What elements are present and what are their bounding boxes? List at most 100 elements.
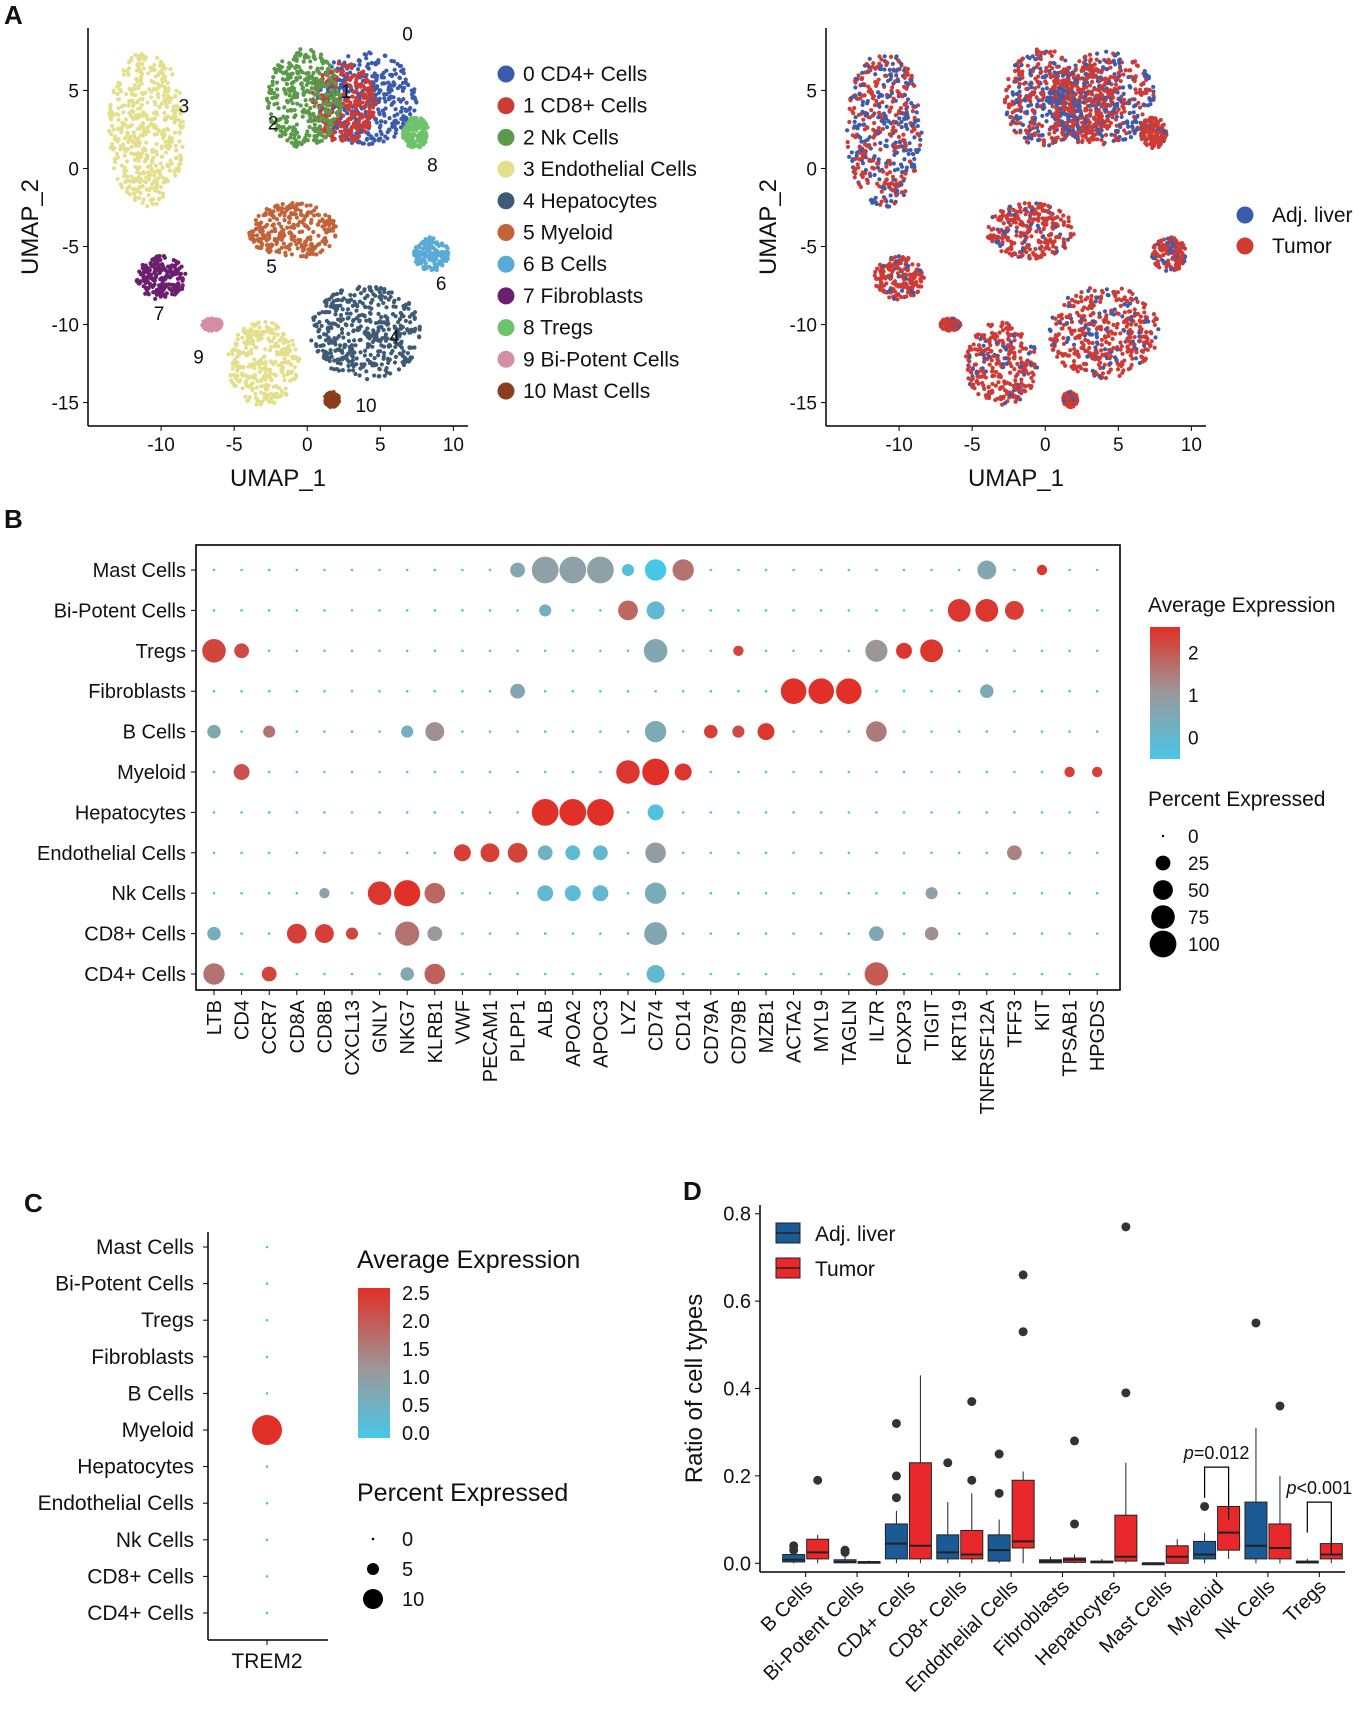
umap-point bbox=[1028, 99, 1033, 104]
umap-point bbox=[345, 105, 350, 110]
umap-point bbox=[323, 394, 328, 399]
umap-point bbox=[290, 101, 295, 106]
umap-point bbox=[128, 113, 133, 118]
umap-point bbox=[871, 166, 877, 171]
umap-point bbox=[899, 61, 904, 66]
umap-point bbox=[291, 125, 296, 130]
umap-point bbox=[878, 202, 883, 207]
umap-point bbox=[1047, 71, 1053, 76]
x-tick-label: 0 bbox=[302, 435, 313, 456]
umap-point bbox=[317, 319, 322, 325]
umap-point bbox=[123, 117, 128, 122]
umap-point bbox=[261, 361, 266, 366]
umap-point bbox=[160, 285, 165, 290]
umap-point bbox=[1109, 91, 1114, 96]
umap-point bbox=[363, 79, 368, 85]
umap-point bbox=[176, 281, 181, 286]
umap-point bbox=[1104, 49, 1109, 54]
umap-point bbox=[313, 128, 318, 134]
umap-point bbox=[852, 124, 857, 129]
umap-point bbox=[1067, 97, 1072, 102]
umap-point bbox=[151, 257, 156, 262]
umap-point bbox=[285, 108, 290, 113]
umap-point bbox=[314, 344, 319, 349]
umap-point bbox=[173, 289, 178, 294]
umap-point bbox=[894, 145, 899, 150]
umap-point bbox=[881, 82, 886, 88]
umap-point bbox=[309, 86, 314, 91]
umap-point bbox=[287, 220, 292, 225]
umap-point bbox=[338, 116, 343, 121]
umap-point bbox=[346, 89, 351, 94]
umap-point bbox=[369, 333, 375, 338]
umap-point bbox=[275, 206, 280, 211]
umap-point bbox=[252, 332, 257, 337]
umap-point bbox=[1101, 65, 1106, 70]
umap-point bbox=[1088, 108, 1093, 113]
umap-point bbox=[1092, 68, 1098, 73]
umap-point bbox=[903, 143, 908, 148]
umap-point bbox=[849, 95, 854, 100]
umap-point bbox=[262, 383, 267, 388]
umap-point bbox=[357, 62, 362, 67]
umap-point bbox=[368, 81, 373, 86]
umap-point bbox=[356, 140, 361, 145]
umap-point bbox=[160, 154, 165, 159]
umap-point bbox=[112, 134, 118, 139]
umap-point bbox=[333, 312, 338, 317]
umap-point bbox=[357, 83, 362, 88]
umap-point bbox=[402, 331, 407, 336]
umap-point bbox=[292, 142, 297, 147]
umap-point bbox=[310, 118, 315, 123]
umap-point bbox=[326, 341, 332, 346]
umap-point bbox=[845, 140, 850, 145]
umap-point bbox=[305, 88, 310, 93]
umap-point bbox=[107, 128, 112, 133]
umap-point bbox=[868, 173, 873, 179]
umap-point bbox=[273, 70, 278, 75]
umap-point bbox=[875, 161, 880, 166]
umap-point bbox=[893, 140, 898, 145]
umap-point bbox=[317, 84, 322, 90]
umap-point bbox=[376, 311, 381, 317]
umap-point bbox=[1030, 69, 1035, 74]
umap-point bbox=[353, 106, 358, 111]
umap-point bbox=[1042, 74, 1048, 80]
umap-point bbox=[1151, 93, 1156, 98]
umap-point bbox=[116, 117, 121, 123]
umap-point bbox=[316, 348, 321, 353]
umap-point bbox=[1128, 85, 1133, 90]
umap-point bbox=[401, 135, 406, 140]
umap-point bbox=[873, 79, 878, 85]
umap-point bbox=[161, 180, 167, 185]
umap-point bbox=[305, 236, 310, 241]
umap-point bbox=[173, 270, 178, 275]
umap-point bbox=[1133, 87, 1138, 92]
umap-point bbox=[339, 69, 344, 75]
umap-point bbox=[327, 214, 332, 219]
umap-point bbox=[372, 138, 377, 143]
umap-point bbox=[396, 367, 402, 372]
umap-point bbox=[141, 133, 146, 138]
umap-point bbox=[1029, 81, 1034, 86]
umap-point bbox=[315, 69, 320, 74]
umap-point bbox=[280, 59, 285, 64]
umap-point bbox=[1069, 119, 1074, 124]
umap-point bbox=[323, 238, 328, 243]
umap-point bbox=[903, 171, 908, 176]
umap-point bbox=[279, 133, 284, 139]
umap-point bbox=[391, 80, 396, 85]
umap-point bbox=[370, 297, 375, 302]
umap-point bbox=[322, 299, 327, 304]
panel-label-d: D bbox=[683, 1176, 702, 1206]
umap-point bbox=[279, 389, 285, 394]
umap-point bbox=[382, 373, 387, 378]
umap-point bbox=[157, 270, 162, 276]
umap-point bbox=[328, 351, 333, 356]
umap-point bbox=[392, 134, 397, 139]
umap-point bbox=[320, 106, 325, 112]
umap-point bbox=[311, 229, 316, 235]
umap-point bbox=[395, 86, 401, 91]
umap-point bbox=[397, 75, 402, 81]
